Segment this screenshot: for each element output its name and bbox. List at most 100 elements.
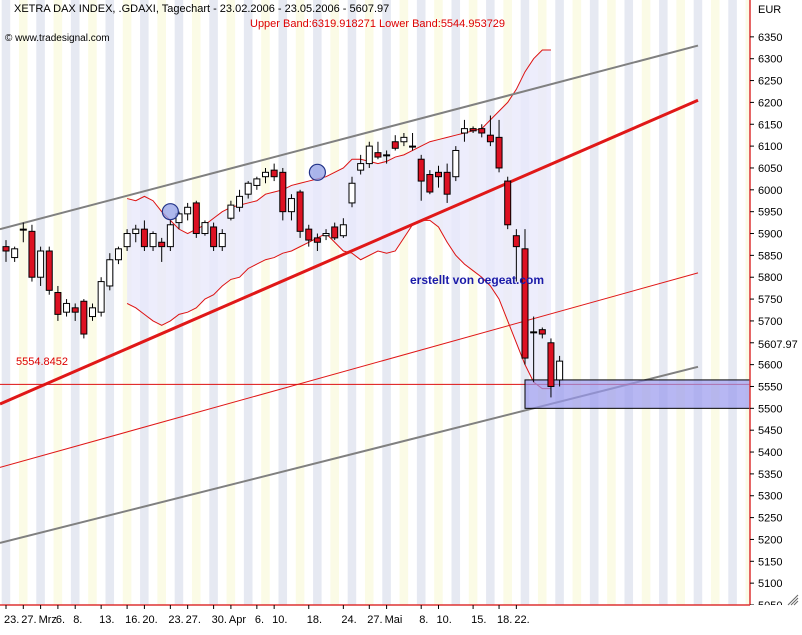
- candle-body: [63, 302, 71, 313]
- candle-body: [166, 224, 174, 248]
- background-stripe: [615, 0, 625, 605]
- candle-body: [478, 128, 486, 134]
- candle-body: [452, 149, 460, 178]
- y-tick-label: 5150: [758, 556, 782, 568]
- background-stripe: [269, 0, 279, 605]
- candle-body: [192, 202, 200, 235]
- x-tick-label: 13.: [99, 614, 114, 626]
- y-tick-label: 5200: [758, 534, 782, 546]
- candle-body: [409, 145, 417, 148]
- candle-body: [184, 206, 192, 215]
- candle-body: [357, 163, 365, 171]
- trendline-mid-trend: [0, 272, 699, 468]
- candle-body: [11, 248, 19, 259]
- background-stripe: [693, 0, 703, 605]
- y-tick-label: 5850: [758, 250, 782, 262]
- candle-body: [158, 241, 166, 248]
- background-stripe: [563, 0, 573, 605]
- background-stripe: [373, 0, 383, 605]
- candle-body: [426, 174, 434, 193]
- background-stripe: [667, 0, 677, 605]
- x-tick-label: Apr: [229, 614, 246, 626]
- background-stripe: [114, 0, 123, 605]
- candle-body: [149, 233, 157, 248]
- y-tick-label: 5500: [758, 403, 782, 415]
- background-stripe: [356, 0, 365, 605]
- candle-body: [313, 237, 321, 243]
- y-tick-label: 5700: [758, 316, 782, 328]
- candle-body: [556, 360, 564, 381]
- x-tick-label: Mrz: [39, 614, 57, 626]
- background-stripe: [217, 0, 227, 605]
- x-tick-label: 27.: [367, 614, 382, 626]
- x-tick-label: 10.: [272, 614, 287, 626]
- y-tick-label: 6350: [758, 32, 782, 44]
- candle-body: [365, 145, 373, 165]
- background-stripe: [1, 0, 11, 605]
- circle-marker-icon: [161, 203, 179, 221]
- candle-body: [417, 158, 425, 182]
- x-tick-label: 24.: [341, 614, 356, 626]
- background-stripe: [477, 0, 487, 605]
- candle-body: [460, 128, 468, 134]
- candle-body: [227, 204, 235, 219]
- candle-body: [391, 141, 399, 149]
- x-axis-panel: [0, 605, 802, 630]
- background-stripe: [339, 0, 348, 605]
- candle-body: [244, 182, 252, 195]
- background-stripe: [494, 0, 504, 605]
- candle-body: [287, 198, 295, 213]
- background-stripe: [710, 0, 720, 605]
- candle-body: [495, 136, 503, 169]
- candle-body: [89, 307, 96, 318]
- candle-body: [504, 180, 512, 226]
- x-tick-label: 22.: [514, 614, 529, 626]
- candle-body: [54, 292, 62, 315]
- candle-body: [201, 222, 209, 235]
- background-stripe: [659, 0, 668, 605]
- x-tick-label: 6.: [255, 614, 264, 626]
- candle-body: [383, 154, 391, 157]
- y-tick-label: 5750: [758, 294, 782, 306]
- candle-body: [80, 300, 88, 335]
- background-stripe: [399, 0, 409, 605]
- background-stripe: [434, 0, 443, 605]
- candle-body: [374, 152, 382, 158]
- y-tick-label: 5100: [758, 578, 782, 590]
- watermark: © www.tradesignal.com: [5, 33, 110, 44]
- y-tick-label: 5900: [758, 229, 782, 241]
- y-tick-label: 6100: [758, 141, 782, 153]
- background-stripe: [330, 0, 340, 605]
- background-stripe: [70, 0, 80, 605]
- background-stripe: [36, 0, 45, 605]
- candle-body: [97, 281, 105, 313]
- candle-body: [305, 228, 313, 241]
- background-stripe: [736, 0, 746, 605]
- y-tick-label: 5400: [758, 447, 782, 459]
- background-stripe: [295, 0, 305, 605]
- background-stripe: [44, 0, 54, 605]
- background-stripe: [676, 0, 686, 605]
- y-tick-label: 6250: [758, 76, 782, 88]
- background-stripe: [460, 0, 469, 605]
- x-tick-label: 10.: [437, 614, 452, 626]
- y-tick-label: 5950: [758, 207, 782, 219]
- candle-body: [270, 169, 278, 178]
- background-stripe: [304, 0, 314, 605]
- background-stripe: [589, 0, 599, 605]
- background-stripe: [313, 0, 322, 605]
- candle-body: [435, 171, 442, 178]
- candle-body: [132, 228, 140, 235]
- y-tick-label: 5550: [758, 381, 782, 393]
- support-level-label: 5554.8452: [16, 356, 68, 368]
- y-tick-label: 6000: [758, 185, 782, 197]
- background-stripe: [27, 0, 37, 605]
- last-price-label: 5607.97: [758, 339, 798, 351]
- background-stripe: [486, 0, 495, 605]
- y-tick-label: 6150: [758, 119, 782, 131]
- candle-body: [262, 171, 269, 178]
- y-tick-label: 5800: [758, 272, 782, 284]
- x-tick-label: 8.: [419, 614, 428, 626]
- background-stripe: [719, 0, 729, 605]
- y-tick-label: 5250: [758, 513, 782, 525]
